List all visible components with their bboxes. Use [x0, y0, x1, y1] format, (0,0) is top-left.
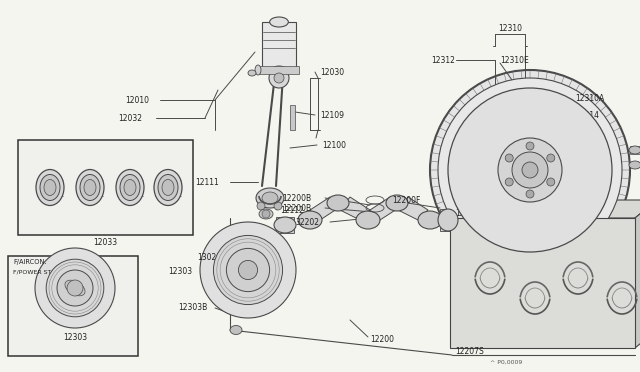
Text: 12303: 12303	[168, 267, 192, 276]
Circle shape	[35, 248, 115, 328]
Text: 12111: 12111	[195, 177, 219, 186]
Text: 12200: 12200	[370, 336, 394, 344]
Text: ^ P0,0009: ^ P0,0009	[490, 359, 522, 365]
Circle shape	[214, 235, 283, 305]
Ellipse shape	[158, 174, 178, 201]
Ellipse shape	[438, 209, 458, 231]
Text: 12112: 12112	[280, 205, 304, 215]
Circle shape	[67, 280, 83, 296]
Bar	[440, 209, 456, 231]
Circle shape	[547, 178, 555, 186]
Circle shape	[257, 202, 265, 210]
Bar	[450, 218, 635, 348]
Text: 12030: 12030	[320, 67, 344, 77]
Bar	[8, 256, 138, 356]
Text: 12310A: 12310A	[575, 93, 604, 103]
Ellipse shape	[262, 192, 278, 204]
Text: 12032: 12032	[118, 113, 142, 122]
Circle shape	[526, 190, 534, 198]
Ellipse shape	[418, 211, 442, 229]
Circle shape	[522, 162, 538, 178]
Text: 12207S: 12207S	[455, 347, 484, 356]
Ellipse shape	[44, 180, 56, 196]
Ellipse shape	[84, 180, 96, 196]
Text: 12200F: 12200F	[392, 196, 420, 205]
Circle shape	[239, 260, 258, 280]
Circle shape	[512, 152, 548, 188]
Ellipse shape	[154, 170, 182, 205]
Circle shape	[547, 154, 555, 162]
Polygon shape	[340, 197, 370, 220]
Bar	[262, 22, 296, 70]
Text: 12010: 12010	[125, 96, 149, 105]
Bar	[290, 105, 295, 130]
Polygon shape	[310, 197, 340, 220]
Ellipse shape	[162, 180, 174, 196]
Ellipse shape	[256, 188, 284, 208]
Circle shape	[227, 248, 269, 292]
Text: 12314: 12314	[575, 110, 599, 119]
Ellipse shape	[274, 217, 296, 233]
Ellipse shape	[629, 146, 640, 154]
Ellipse shape	[120, 174, 140, 201]
Text: 12100: 12100	[322, 141, 346, 150]
Circle shape	[57, 270, 93, 306]
Circle shape	[262, 210, 270, 218]
Polygon shape	[398, 197, 428, 220]
Circle shape	[498, 138, 562, 202]
Ellipse shape	[230, 326, 242, 334]
Ellipse shape	[271, 66, 287, 74]
Text: 12200B: 12200B	[282, 193, 311, 202]
Text: 12303B: 12303B	[178, 304, 207, 312]
Circle shape	[430, 70, 630, 270]
Circle shape	[505, 178, 513, 186]
Text: F/AIRCON.: F/AIRCON.	[13, 259, 47, 265]
Ellipse shape	[629, 161, 640, 169]
Bar	[630, 146, 640, 154]
Text: 12310E: 12310E	[500, 55, 529, 64]
Ellipse shape	[356, 211, 380, 229]
Ellipse shape	[40, 174, 60, 201]
Bar	[18, 140, 193, 235]
Circle shape	[200, 222, 296, 318]
Circle shape	[526, 142, 534, 150]
Ellipse shape	[269, 17, 289, 27]
Text: 12312: 12312	[431, 55, 455, 64]
Ellipse shape	[116, 170, 144, 205]
Ellipse shape	[255, 65, 261, 75]
Bar	[276, 217, 294, 233]
Circle shape	[274, 73, 284, 83]
Ellipse shape	[248, 70, 256, 76]
Text: 12200B: 12200B	[282, 203, 311, 212]
Ellipse shape	[124, 180, 136, 196]
Polygon shape	[370, 197, 400, 220]
Ellipse shape	[36, 170, 64, 205]
Text: 12303: 12303	[63, 334, 87, 343]
Circle shape	[438, 78, 622, 262]
Text: 12033: 12033	[93, 237, 117, 247]
Circle shape	[46, 259, 104, 317]
Circle shape	[505, 154, 513, 162]
Ellipse shape	[298, 211, 322, 229]
Circle shape	[448, 88, 612, 252]
Text: 12310: 12310	[498, 23, 522, 32]
Ellipse shape	[386, 195, 408, 211]
Circle shape	[269, 68, 289, 88]
Ellipse shape	[259, 209, 273, 219]
Text: 13021: 13021	[197, 253, 221, 263]
Ellipse shape	[80, 174, 100, 201]
Bar	[259, 66, 299, 74]
Text: 12208S: 12208S	[455, 208, 484, 218]
Polygon shape	[635, 200, 640, 348]
Ellipse shape	[76, 170, 104, 205]
Ellipse shape	[327, 195, 349, 211]
Text: 12109: 12109	[320, 110, 344, 119]
Circle shape	[274, 202, 282, 210]
Text: F/POWER STEERRING: F/POWER STEERRING	[13, 269, 79, 275]
Ellipse shape	[65, 280, 85, 296]
Polygon shape	[450, 200, 640, 218]
Text: 32202: 32202	[295, 218, 319, 227]
